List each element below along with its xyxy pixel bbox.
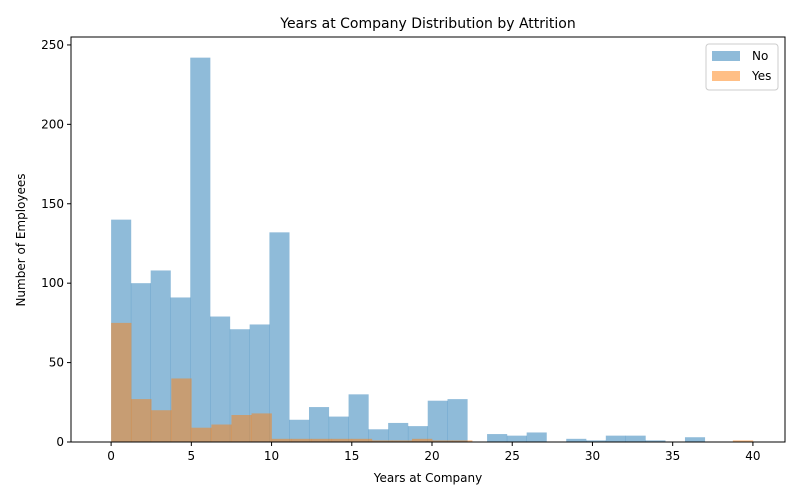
- x-tick-label: 10: [264, 449, 279, 463]
- bar-no-24: [586, 440, 607, 442]
- bar-no-27: [645, 440, 666, 442]
- axes-frame: [70, 36, 786, 443]
- y-tick-label: 50: [49, 356, 64, 370]
- bar-yes-11: [331, 438, 353, 442]
- bar-no-26: [625, 435, 646, 442]
- chart-title: Years at Company Distribution by Attriti…: [279, 16, 575, 32]
- x-tick-label: 0: [107, 449, 115, 463]
- bar-no-25: [605, 435, 626, 442]
- bar-no-29: [684, 437, 706, 442]
- bar-yes-13: [371, 440, 393, 442]
- y-axis-ticks: 0 50 100 150 200 250: [41, 38, 71, 449]
- bar-no-12: [348, 394, 369, 442]
- x-tick-label: 15: [344, 449, 359, 463]
- x-tick-label: 5: [188, 449, 196, 463]
- bar-yes-8: [271, 438, 292, 442]
- y-axis-label: Number of Employees: [14, 173, 28, 306]
- bar-no-11: [328, 416, 349, 442]
- y-tick-label: 150: [41, 197, 64, 211]
- bar-yes-0: [111, 322, 132, 442]
- bar-yes-3: [171, 378, 192, 442]
- bar-no-9: [289, 419, 310, 442]
- bar-no-10: [308, 407, 330, 442]
- bar-no-20: [506, 435, 527, 442]
- legend: No Yes: [705, 43, 779, 91]
- bar-yes-14: [391, 440, 413, 442]
- bar-no-17: [447, 399, 468, 442]
- bar-yes-17: [452, 440, 473, 442]
- x-tick-label: 40: [745, 449, 760, 463]
- bar-yes-6: [231, 415, 252, 442]
- bar-yes-7: [251, 413, 272, 442]
- legend-label-yes: Yes: [751, 69, 771, 83]
- legend-label-no: No: [752, 49, 768, 63]
- x-tick-label: 30: [585, 449, 600, 463]
- x-tick-label: 35: [665, 449, 680, 463]
- bar-yes-2: [151, 410, 172, 442]
- y-tick-label: 250: [41, 38, 64, 52]
- bar-no-13: [368, 429, 389, 442]
- bar-no-8: [269, 232, 290, 442]
- x-axis-ticks: 0 5 10 15 20 25 30 35 40: [107, 442, 761, 463]
- bars-layer: [111, 57, 754, 442]
- bar-yes-12: [351, 438, 373, 442]
- y-tick-label: 0: [56, 435, 64, 449]
- bar-no-19: [487, 434, 508, 442]
- bar-yes-10: [311, 438, 333, 442]
- bar-no-16: [427, 400, 448, 442]
- legend-swatch-no: [712, 51, 740, 61]
- bar-no-4: [190, 57, 211, 442]
- y-tick-label: 100: [41, 276, 64, 290]
- bar-yes-9: [291, 438, 312, 442]
- bar-no-5: [210, 316, 231, 442]
- x-tick-label: 25: [505, 449, 520, 463]
- bar-no-21: [526, 432, 547, 442]
- bar-no-23: [566, 438, 587, 442]
- bar-yes-31: [732, 440, 754, 442]
- legend-swatch-yes: [712, 71, 740, 81]
- bar-no-7: [249, 324, 270, 442]
- y-tick-label: 200: [41, 117, 64, 131]
- bar-yes-5: [211, 424, 232, 442]
- x-tick-label: 20: [424, 449, 439, 463]
- bar-no-6: [229, 329, 250, 442]
- bar-yes-1: [131, 399, 152, 442]
- bar-yes-4: [191, 427, 212, 442]
- x-axis-label: Years at Company: [373, 471, 482, 485]
- bar-no-14: [388, 422, 409, 442]
- bar-no-2: [150, 270, 171, 442]
- bar-yes-16: [432, 440, 453, 442]
- bar-yes-15: [411, 438, 433, 442]
- bar-no-15: [407, 426, 429, 442]
